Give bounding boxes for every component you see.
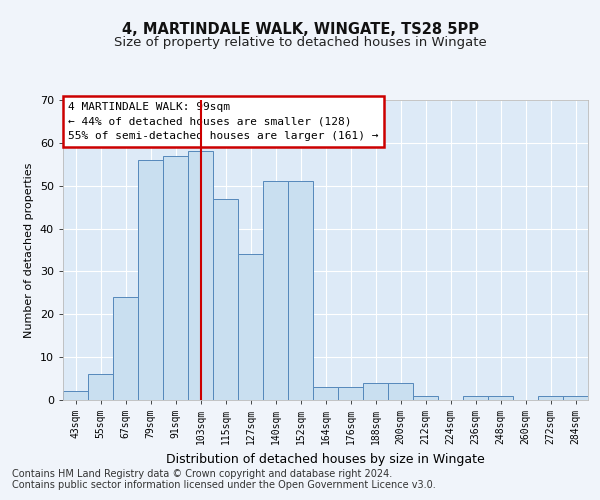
Text: Size of property relative to detached houses in Wingate: Size of property relative to detached ho… <box>113 36 487 49</box>
Bar <box>363 383 388 400</box>
Bar <box>88 374 113 400</box>
Bar <box>563 396 588 400</box>
Bar <box>388 383 413 400</box>
Bar <box>488 396 513 400</box>
Text: Contains public sector information licensed under the Open Government Licence v3: Contains public sector information licen… <box>12 480 436 490</box>
Bar <box>188 152 213 400</box>
Bar <box>263 182 288 400</box>
Bar <box>213 198 238 400</box>
Bar <box>238 254 263 400</box>
Text: Contains HM Land Registry data © Crown copyright and database right 2024.: Contains HM Land Registry data © Crown c… <box>12 469 392 479</box>
Bar <box>463 396 488 400</box>
Bar <box>63 392 88 400</box>
Text: 4 MARTINDALE WALK: 99sqm
← 44% of detached houses are smaller (128)
55% of semi-: 4 MARTINDALE WALK: 99sqm ← 44% of detach… <box>68 102 379 141</box>
X-axis label: Distribution of detached houses by size in Wingate: Distribution of detached houses by size … <box>166 452 485 466</box>
Bar <box>313 387 338 400</box>
Bar <box>413 396 438 400</box>
Text: 4, MARTINDALE WALK, WINGATE, TS28 5PP: 4, MARTINDALE WALK, WINGATE, TS28 5PP <box>121 22 479 36</box>
Bar <box>138 160 163 400</box>
Bar <box>338 387 363 400</box>
Y-axis label: Number of detached properties: Number of detached properties <box>24 162 34 338</box>
Bar <box>538 396 563 400</box>
Bar <box>113 297 138 400</box>
Bar <box>163 156 188 400</box>
Bar <box>288 182 313 400</box>
